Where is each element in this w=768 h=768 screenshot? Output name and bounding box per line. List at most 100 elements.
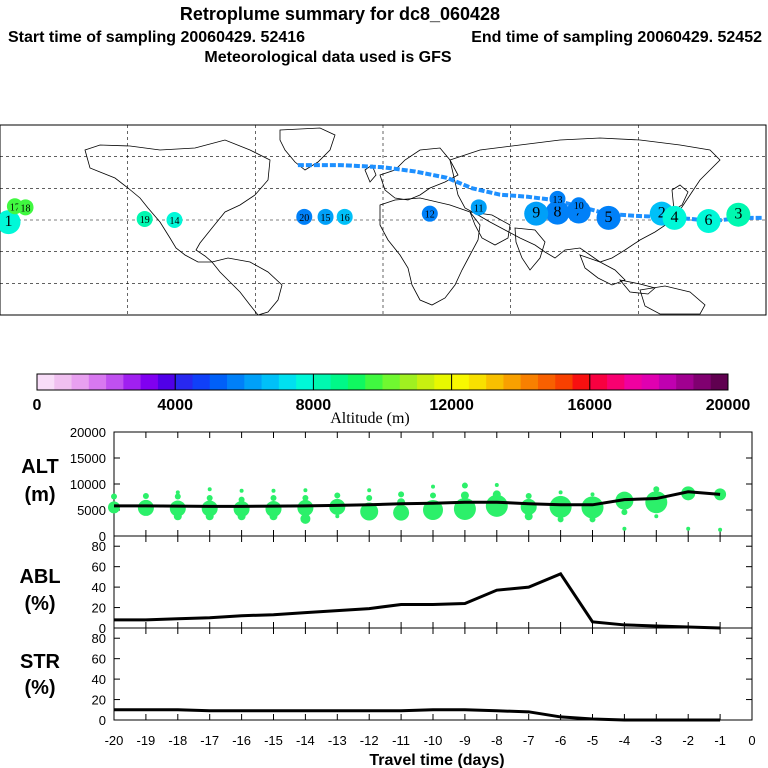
main-title: Retroplume summary for dc8_060428 — [180, 4, 500, 24]
trajectory-marker — [549, 190, 566, 207]
colorbar-frame — [36, 373, 729, 391]
altitude-point — [492, 490, 501, 499]
x-tick-label: -17 — [200, 733, 219, 748]
y-tick-label: 5000 — [77, 503, 106, 518]
panel-alt: 0 5000 10000 15000 20000 ALT (m) — [21, 425, 753, 544]
colorbar-swatch — [486, 374, 504, 390]
trajectory-marker — [421, 205, 438, 222]
colorbar-swatch — [37, 374, 55, 390]
altitude-point — [238, 496, 245, 503]
colorbar-swatch — [468, 374, 487, 390]
colorbar-swatch — [313, 374, 332, 390]
colorbar-swatch — [434, 374, 453, 390]
x-tick-label: -19 — [137, 733, 156, 748]
x-tick-label: -4 — [619, 733, 631, 748]
panel-unit-label: (m) — [24, 484, 55, 506]
x-tick-label: -6 — [555, 733, 567, 748]
y-tick-label: 40 — [92, 580, 106, 595]
colorbar-swatch — [417, 374, 435, 390]
colorbar-swatch — [296, 374, 314, 390]
colorbar-tick-label: 0 — [33, 397, 42, 414]
panel-unit-label: (%) — [24, 677, 55, 699]
y-tick-label: 10000 — [70, 477, 106, 492]
altitude-point — [169, 500, 186, 517]
altitude-point — [460, 491, 469, 500]
y-tick-label: 0 — [99, 529, 106, 544]
colorbar-swatch — [382, 374, 401, 390]
colorbar-swatch — [157, 374, 176, 390]
y-tick-label: 20000 — [70, 425, 106, 440]
colorbar-swatch — [710, 374, 729, 390]
altitude-point — [718, 527, 723, 532]
altitude-point — [300, 513, 311, 524]
altitude-point — [621, 509, 628, 516]
colorbar-tick-label: 16000 — [568, 397, 613, 414]
altitude-point — [525, 492, 532, 499]
trajectory-marker-label: 1 — [5, 213, 13, 230]
altitude-point — [393, 504, 410, 521]
time-series-panels: 0 5000 10000 15000 20000 ALT (m) 0 20 40 60 80 ABL (%… — [19, 425, 755, 748]
y-tick-label: 20 — [92, 693, 106, 708]
colorbar-swatch — [209, 374, 228, 390]
series-line — [114, 708, 721, 722]
colorbar-swatch — [347, 374, 366, 390]
colorbar-swatch — [140, 374, 159, 390]
panel-frame — [113, 627, 753, 721]
panel-unit-label: (%) — [24, 593, 55, 615]
altitude-point — [589, 516, 596, 523]
colorbar-swatch — [537, 374, 556, 390]
y-tick-label: 20 — [92, 601, 106, 616]
altitude-point — [461, 482, 468, 489]
altitude-point — [329, 498, 346, 515]
trajectory-marker-label: 19 — [140, 215, 150, 226]
x-tick-label: -12 — [360, 733, 379, 748]
trajectory-marker — [524, 201, 549, 226]
altitude-median-line — [114, 490, 721, 508]
colorbar-swatch — [192, 374, 211, 390]
altitude-point — [270, 495, 277, 502]
altitude-point — [207, 487, 212, 492]
altitude-point — [557, 516, 564, 523]
y-tick-label: 80 — [92, 539, 106, 554]
trajectory-marker — [136, 210, 153, 227]
trajectory-marker-label: 5 — [605, 209, 613, 226]
x-axis-label: Travel time (days) — [369, 752, 504, 768]
x-tick-label: -18 — [168, 733, 187, 748]
y-tick-label: 0 — [99, 621, 106, 636]
colorbar-tick-label: 8000 — [296, 397, 332, 414]
colorbar-swatch — [330, 374, 349, 390]
x-tick-label: -8 — [491, 733, 503, 748]
trajectory-marker-label: 16 — [340, 213, 350, 224]
trajectory-marker — [570, 197, 587, 214]
colorbar-swatch — [624, 374, 643, 390]
altitude-point — [654, 514, 659, 519]
altitude-point — [485, 494, 508, 517]
altitude-point — [558, 490, 563, 495]
y-tick-label: 0 — [99, 713, 106, 728]
x-tick-label: -13 — [328, 733, 347, 748]
trajectory-marker-label: 4 — [671, 209, 679, 226]
colorbar-swatch — [503, 374, 522, 390]
x-tick-label: -15 — [264, 733, 283, 748]
x-tick-label: -20 — [105, 733, 124, 748]
trajectory-marker-label: 6 — [705, 212, 713, 229]
trajectory-marker-label: 13 — [552, 195, 562, 206]
altitude-point — [271, 488, 276, 493]
altitude-point — [239, 488, 244, 493]
trajectory-marker-label: 18 — [21, 203, 31, 214]
altitude-point — [431, 484, 435, 489]
trajectory-marker — [296, 208, 313, 225]
panel-label: ALT — [21, 456, 58, 478]
trajectory-marker-label: 12 — [425, 210, 435, 221]
altitude-point — [622, 526, 627, 531]
colorbar-swatch — [676, 374, 694, 390]
start-time-text: Start time of sampling 20060429. 52416 — [8, 29, 305, 46]
panel-abl: 0 20 40 60 80 ABL (%) — [19, 535, 753, 636]
panel-label: STR — [20, 651, 61, 673]
altitude-point — [335, 514, 340, 519]
altitude-point — [206, 495, 213, 502]
colorbar-swatch — [71, 374, 90, 390]
trajectory-marker — [726, 202, 751, 227]
altitude-point — [334, 492, 341, 499]
colorbar-swatch — [641, 374, 660, 390]
